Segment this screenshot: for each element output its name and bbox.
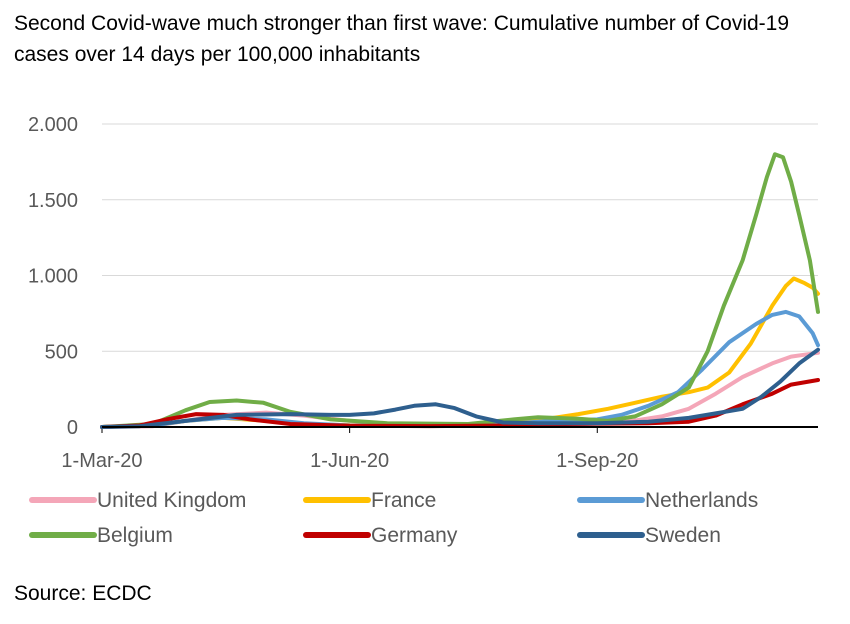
legend-label-united-kingdom: United Kingdom <box>97 489 246 512</box>
legend-label-sweden: Sweden <box>645 524 721 547</box>
series-line-germany <box>100 378 820 429</box>
x-tick-label: 1-Jun-20 <box>310 450 389 472</box>
series-lines <box>100 152 820 429</box>
y-tick-label: 500 <box>45 341 78 363</box>
y-tick-label: 1.500 <box>28 190 78 212</box>
legend-label-belgium: Belgium <box>97 524 173 547</box>
legend-label-france: France <box>371 489 436 512</box>
y-tick-label: 2.000 <box>28 114 78 136</box>
x-axis-ticks: 1-Mar-20 1-Jun-20 1-Sep-20 <box>61 427 638 472</box>
series-line-belgium <box>100 152 820 429</box>
y-axis-ticks: 0 500 1.000 1.500 2.000 <box>28 114 78 439</box>
chart-title: Second Covid-wave much stronger than fir… <box>14 12 790 66</box>
x-tick-label: 1-Sep-20 <box>556 450 638 472</box>
x-tick-label: 1-Mar-20 <box>61 450 142 472</box>
legend-label-netherlands: Netherlands <box>645 489 758 512</box>
series-line-sweden <box>100 347 820 429</box>
legend-label-germany: Germany <box>371 524 458 547</box>
gridlines <box>102 123 818 352</box>
y-tick-label: 0 <box>67 417 78 439</box>
y-tick-label: 1.000 <box>28 266 78 288</box>
series-line-france <box>100 276 820 429</box>
source-note: Source: ECDC <box>14 582 152 605</box>
legend: United Kingdom France Netherlands Belgium Ge… <box>29 489 758 547</box>
